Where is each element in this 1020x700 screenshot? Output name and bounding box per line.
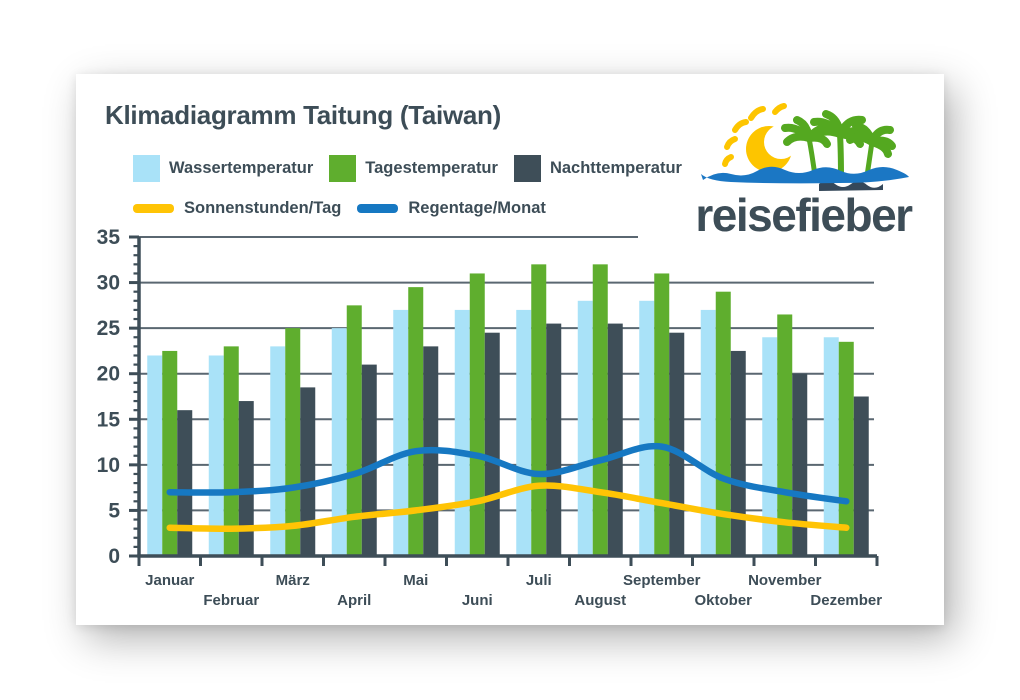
- bar-wassertemperatur-juni: [454, 309, 470, 556]
- bar-nachttemperatur-september: [669, 332, 685, 556]
- x-axis-label-april: April: [337, 592, 371, 609]
- x-axis-label-august: August: [574, 592, 626, 609]
- brand-wordmark: reisefieber: [695, 189, 913, 241]
- line-sonnenstunden-tag: [166, 482, 850, 533]
- legend-lines: Sonnenstunden/Tag Regentage/Monat: [133, 199, 562, 218]
- legend-label-water-temp: Wassertemperatur: [169, 159, 314, 177]
- bar-tagestemperatur-mai: [408, 287, 424, 556]
- bar-nachttemperatur-oktober: [730, 350, 746, 556]
- y-axis-label-30: 30: [97, 272, 120, 295]
- bar-tagestemperatur-juli: [531, 264, 547, 556]
- x-axis-label-november: November: [748, 572, 822, 589]
- sun-icon: [722, 103, 798, 172]
- bar-nachttemperatur-november: [792, 373, 808, 556]
- bar-wassertemperatur-august: [577, 300, 593, 556]
- bar-nachttemperatur-januar: [177, 410, 193, 556]
- x-axis-label-februar: Februar: [203, 592, 259, 609]
- y-axis-label-25: 25: [97, 317, 121, 340]
- legend-label-day-temp: Tagestemperatur: [365, 159, 498, 177]
- line-regentage-monat: [166, 442, 850, 505]
- y-axis-label-15: 15: [97, 408, 121, 431]
- bar-tagestemperatur-februar: [223, 346, 239, 556]
- bar-tagestemperatur-juni: [469, 273, 485, 556]
- bar-wassertemperatur-oktober: [700, 309, 716, 556]
- night-temp-swatch: [513, 155, 541, 182]
- bar-nachttemperatur-juni: [484, 332, 500, 556]
- bar-tagestemperatur-oktober: [715, 291, 731, 556]
- x-axis-label-oktober: Oktober: [694, 592, 752, 609]
- y-axis-label-5: 5: [108, 499, 120, 522]
- water-temp-swatch: [133, 155, 160, 182]
- climate-chart: 0 5 10 15 20 25 30 35 Januar Februar März April Mai J…: [97, 226, 883, 609]
- legend-label-sun-hours: Sonnenstunden/Tag: [184, 199, 342, 217]
- bar-wassertemperatur-februar: [208, 355, 224, 556]
- climate-card: 0 5 10 15 20 25 30 35 Januar Februar März April Mai J…: [76, 74, 944, 625]
- day-temp-swatch: [329, 155, 357, 182]
- bar-nachttemperatur-juli: [546, 323, 562, 556]
- rain-days-swatch: [357, 204, 399, 213]
- legend-bars: Wassertemperatur Tagestemperatur Nachtte…: [133, 155, 698, 182]
- y-axis-label-10: 10: [97, 454, 120, 477]
- logo-artwork: [701, 103, 909, 191]
- water-wave-icon: [701, 166, 909, 191]
- bar-nachttemperatur-august: [607, 323, 623, 556]
- bar-nachttemperatur-februar: [238, 401, 254, 556]
- sun-hours-swatch: [133, 204, 174, 213]
- bar-tagestemperatur-april: [346, 305, 362, 556]
- bar-wassertemperatur-märz: [270, 346, 286, 556]
- bar-tagestemperatur-august: [592, 264, 608, 556]
- bar-nachttemperatur-dezember: [853, 396, 869, 556]
- x-axis-label-dezember: Dezember: [810, 592, 882, 609]
- bar-wassertemperatur-september: [639, 300, 655, 556]
- bar-wassertemperatur-november: [762, 337, 778, 556]
- x-axis-label-juni: Juni: [462, 592, 493, 609]
- bar-wassertemperatur-juli: [516, 309, 532, 556]
- legend-label-rain-days: Regentage/Monat: [408, 199, 546, 217]
- bar-wassertemperatur-januar: [147, 355, 163, 556]
- reisefieber-logo: reisefieber: [661, 96, 946, 241]
- x-axis-label-januar: Januar: [145, 572, 194, 589]
- y-axis-label-35: 35: [97, 226, 121, 249]
- chart-title: Klimadiagramm Taitung (Taiwan): [105, 100, 501, 130]
- x-axis-label-september: September: [623, 572, 701, 589]
- bar-wassertemperatur-april: [331, 328, 347, 556]
- bar-nachttemperatur-april: [361, 364, 377, 556]
- x-axis-label-juli: Juli: [526, 572, 552, 589]
- y-axis-label-20: 20: [97, 363, 120, 386]
- bar-tagestemperatur-september: [654, 273, 670, 556]
- x-axis-label-mai: Mai: [403, 572, 428, 589]
- bar-nachttemperatur-märz: [300, 387, 316, 556]
- legend-label-night-temp: Nachttemperatur: [549, 159, 682, 177]
- bar-tagestemperatur-januar: [162, 350, 178, 556]
- bar-tagestemperatur-märz: [285, 328, 301, 556]
- x-axis-label-märz: März: [276, 572, 310, 589]
- bar-wassertemperatur-mai: [393, 309, 409, 556]
- y-axis-label-0: 0: [108, 545, 120, 568]
- bar-tagestemperatur-dezember: [838, 341, 854, 556]
